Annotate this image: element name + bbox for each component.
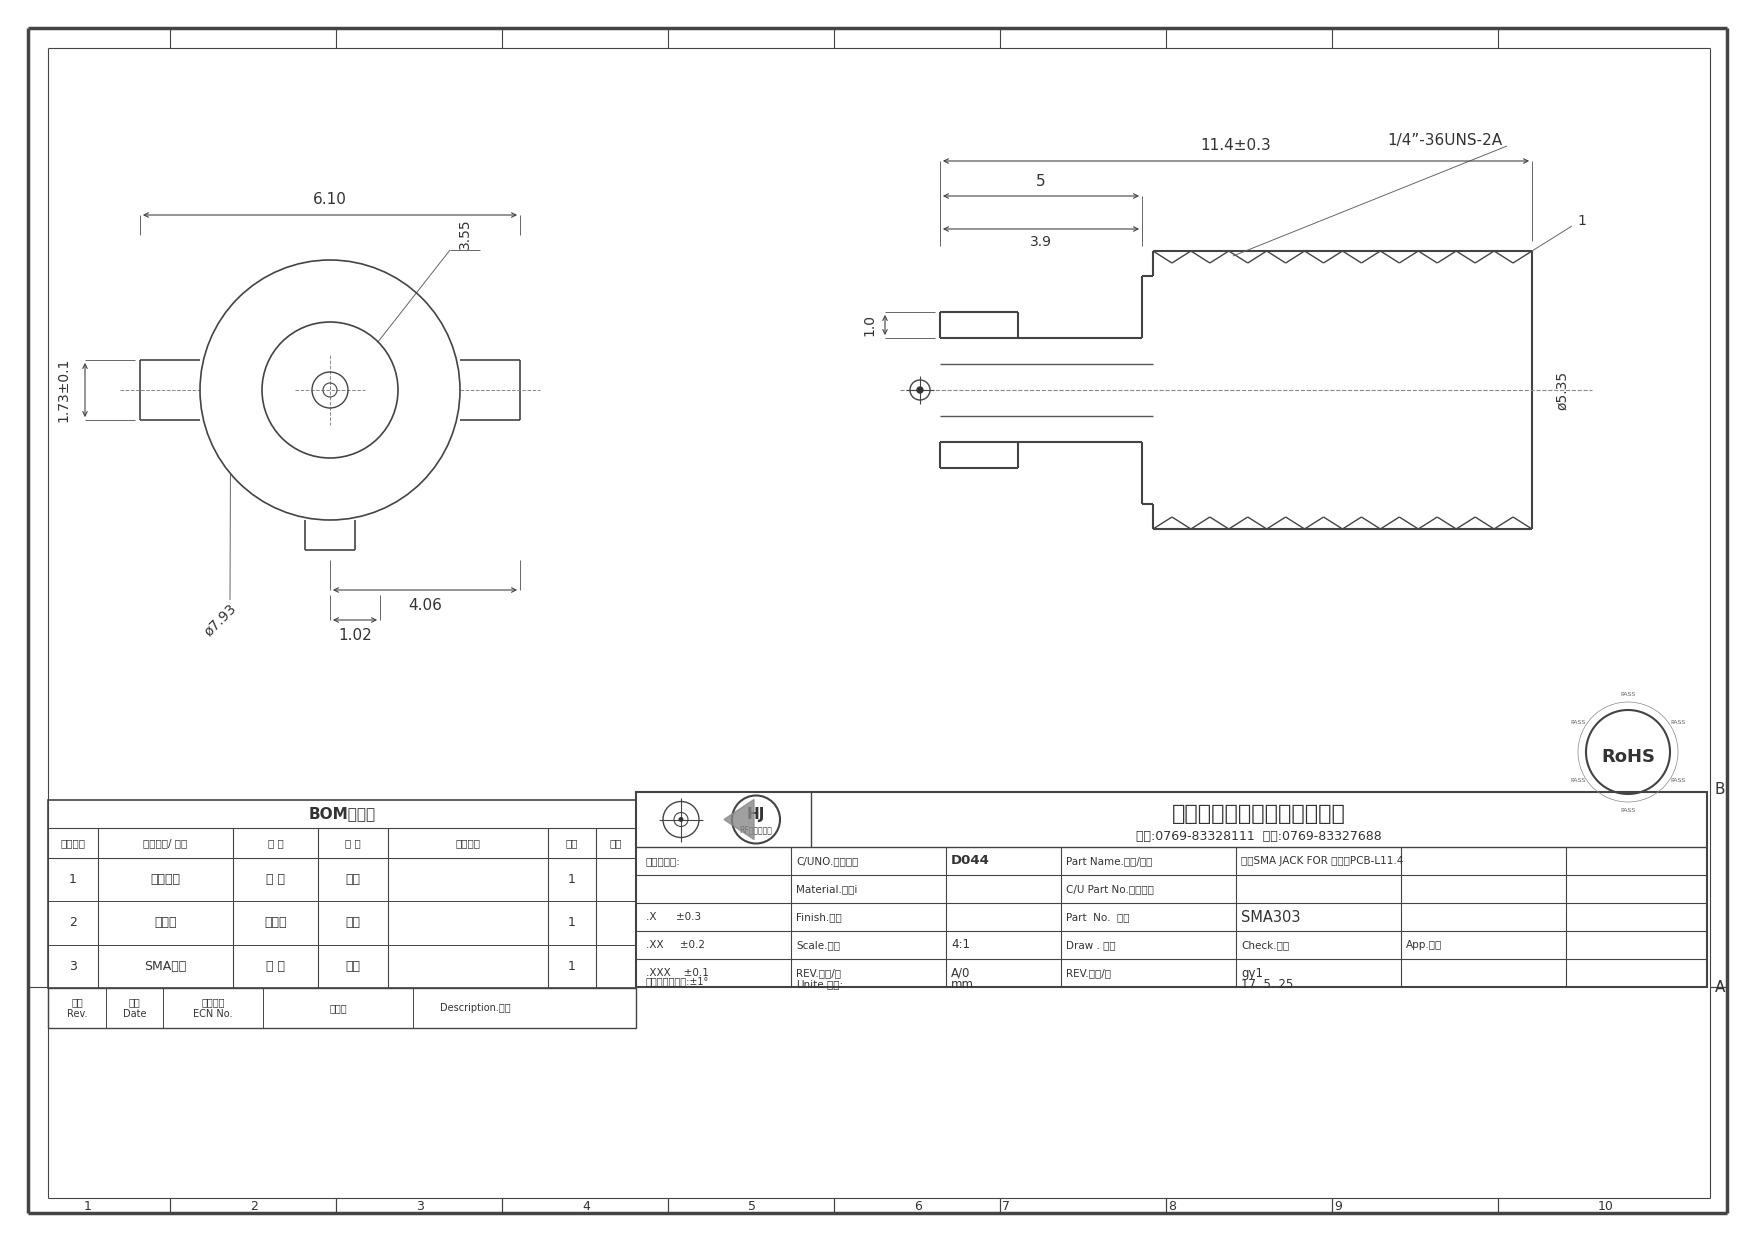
Text: REV.版本/次: REV.版本/次 (797, 968, 841, 978)
Text: 9: 9 (1334, 1200, 1343, 1212)
Text: 3.9: 3.9 (1030, 235, 1051, 249)
Text: Scale.比例: Scale.比例 (797, 939, 841, 951)
Text: 镀銀: 镀銀 (346, 874, 360, 886)
Text: 2: 2 (68, 917, 77, 930)
Text: 部件序號: 部件序號 (60, 838, 86, 848)
Text: 版號
Rev.: 版號 Rev. (67, 998, 88, 1019)
Text: PASS: PASS (1571, 721, 1585, 726)
Text: .X      ±0.3: .X ±0.3 (646, 912, 702, 922)
Text: 3.55: 3.55 (458, 218, 472, 249)
Text: Part Name.品名/規格: Part Name.品名/規格 (1065, 856, 1153, 866)
Text: PASS: PASS (1571, 778, 1585, 783)
Text: 1.73±0.1: 1.73±0.1 (56, 357, 70, 422)
Text: HJ: HJ (748, 807, 765, 822)
Text: 镀金: 镀金 (346, 959, 360, 973)
Text: 7: 7 (1002, 1200, 1009, 1212)
Text: Check.校對: Check.校對 (1241, 939, 1290, 951)
Circle shape (918, 387, 923, 393)
Text: 4: 4 (583, 1200, 590, 1212)
Text: 10: 10 (1599, 1200, 1615, 1212)
Text: 1: 1 (84, 1200, 91, 1212)
Text: Description.内容: Description.内容 (441, 1003, 511, 1013)
Text: 3: 3 (416, 1200, 425, 1212)
Text: 未标注公差:: 未标注公差: (646, 856, 681, 866)
Text: 1: 1 (68, 874, 77, 886)
Text: Part  No.  料號: Part No. 料號 (1065, 912, 1130, 922)
Text: A: A (1715, 979, 1725, 994)
Text: ø7.93: ø7.93 (202, 601, 239, 639)
Text: 4:1: 4:1 (951, 938, 971, 952)
Text: 东莞市皇捷通讯科技有限公司: 东莞市皇捷通讯科技有限公司 (1172, 804, 1346, 824)
Text: A/0: A/0 (951, 967, 971, 979)
Text: C/U Part No.客戶料號: C/U Part No.客戶料號 (1065, 884, 1153, 894)
Text: 8: 8 (1169, 1200, 1176, 1212)
Text: 未标注角度公差:±1°: 未标注角度公差:±1° (646, 977, 709, 987)
Text: PASS: PASS (1620, 808, 1636, 813)
Text: 4.06: 4.06 (409, 598, 442, 613)
Text: 1.0: 1.0 (862, 314, 876, 336)
Text: 變更者: 變更者 (330, 1003, 347, 1013)
Text: 1: 1 (569, 874, 576, 886)
Text: 绍缘体: 绍缘体 (154, 917, 177, 930)
Text: Unite.单位:: Unite.单位: (797, 979, 842, 989)
Text: RF同轴连接器: RF同轴连接器 (739, 825, 772, 834)
Text: 1/4”-36UNS-2A: 1/4”-36UNS-2A (1386, 134, 1502, 149)
Text: 鐵弗龙: 鐵弗龙 (265, 917, 286, 930)
Text: D044: D044 (951, 855, 990, 867)
Text: mm: mm (951, 978, 974, 990)
Text: 零件料號: 零件料號 (456, 838, 481, 848)
Text: 5: 5 (748, 1200, 756, 1212)
Text: 6.10: 6.10 (312, 191, 347, 206)
Text: 外 观: 外 观 (346, 838, 362, 848)
Text: 3: 3 (68, 959, 77, 973)
Text: PASS: PASS (1671, 778, 1687, 783)
Text: PASS: PASS (1620, 691, 1636, 696)
Text: gy1: gy1 (1241, 967, 1264, 979)
Text: 用量: 用量 (565, 838, 577, 848)
Text: .XX     ±0.2: .XX ±0.2 (646, 939, 706, 951)
Text: 2: 2 (249, 1200, 258, 1212)
Text: SMA303: SMA303 (1241, 910, 1300, 925)
Text: 版本: 版本 (609, 838, 623, 848)
Text: C/UNO.客戶編號: C/UNO.客戶編號 (797, 856, 858, 866)
Text: .XXX    ±0.1: .XXX ±0.1 (646, 968, 709, 978)
Bar (47, 800, 635, 988)
Text: 电话:0769-83328111  传真:0769-83327688: 电话:0769-83328111 传真:0769-83327688 (1135, 829, 1381, 843)
Text: 1: 1 (569, 959, 576, 973)
Text: 17. 5. 25: 17. 5. 25 (1241, 978, 1293, 990)
Bar (47, 988, 635, 1028)
Text: Finish.處理: Finish.處理 (797, 912, 842, 922)
Text: ø5.35: ø5.35 (1555, 370, 1569, 410)
Text: Draw . 繪圖: Draw . 繪圖 (1065, 939, 1116, 951)
Text: PASS: PASS (1671, 721, 1687, 726)
Text: REV.版本/次: REV.版本/次 (1065, 968, 1111, 978)
Text: 11.4±0.3: 11.4±0.3 (1200, 138, 1271, 153)
Text: 部件品名/ 规格: 部件品名/ 规格 (144, 838, 188, 848)
Text: Material.材質i: Material.材質i (797, 884, 858, 894)
Polygon shape (725, 799, 755, 839)
Text: 黄 銅: 黄 銅 (267, 959, 284, 973)
Bar (635, 792, 1708, 987)
Text: 日期
Date: 日期 Date (123, 998, 146, 1019)
Text: SMA母针: SMA母针 (144, 959, 186, 973)
Text: 螺牙本体: 螺牙本体 (151, 874, 181, 886)
Text: App.核准: App.核准 (1406, 939, 1443, 951)
Text: 圆形SMA JACK FOR 夹板式PCB-L11.4: 圆形SMA JACK FOR 夹板式PCB-L11.4 (1241, 856, 1404, 866)
Text: 變更單號
ECN No.: 變更單號 ECN No. (193, 998, 233, 1019)
Text: 1: 1 (569, 917, 576, 930)
Text: 6: 6 (914, 1200, 921, 1212)
Text: BOM明细表: BOM明细表 (309, 807, 376, 822)
Circle shape (679, 817, 683, 822)
Text: RoHS: RoHS (1601, 748, 1655, 766)
Text: B: B (1715, 783, 1725, 798)
Text: 5: 5 (1035, 175, 1046, 190)
Text: 黄 銅: 黄 銅 (267, 874, 284, 886)
Text: 材 料: 材 料 (267, 838, 283, 848)
Text: 1: 1 (1578, 213, 1587, 228)
Text: 1.02: 1.02 (339, 628, 372, 644)
Text: 白色: 白色 (346, 917, 360, 930)
